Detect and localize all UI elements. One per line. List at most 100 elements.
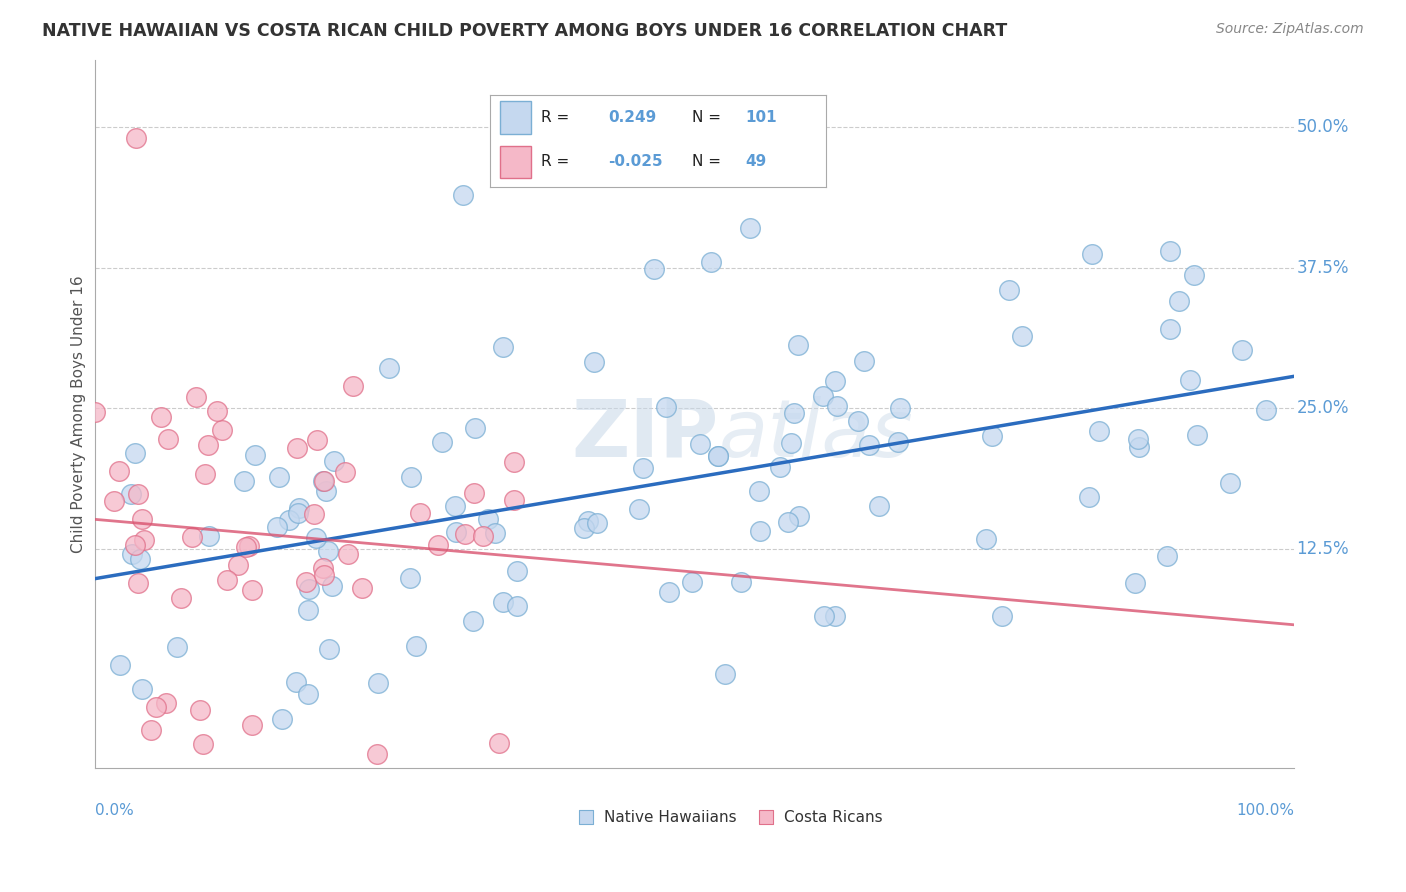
Point xyxy=(506,599,529,613)
Point xyxy=(226,558,249,572)
Point xyxy=(352,581,374,595)
Point xyxy=(298,582,321,596)
Point xyxy=(779,435,801,450)
Text: Source: ZipAtlas.com: Source: ZipAtlas.com xyxy=(1216,22,1364,37)
Text: 25.0%: 25.0% xyxy=(1296,399,1348,417)
Point xyxy=(655,400,678,414)
Point xyxy=(156,433,179,447)
Point xyxy=(297,687,319,701)
Point xyxy=(124,446,146,460)
Point xyxy=(706,449,728,463)
Point xyxy=(1219,476,1241,491)
Text: NATIVE HAWAIIAN VS COSTA RICAN CHILD POVERTY AMONG BOYS UNDER 16 CORRELATION CHA: NATIVE HAWAIIAN VS COSTA RICAN CHILD POV… xyxy=(42,22,1008,40)
Point xyxy=(1232,343,1254,358)
Point xyxy=(585,516,607,530)
Text: 50.0%: 50.0% xyxy=(1296,118,1348,136)
Point xyxy=(1011,329,1033,343)
Text: 12.5%: 12.5% xyxy=(1296,540,1348,558)
Point xyxy=(1156,549,1178,563)
Point xyxy=(307,433,329,447)
Point xyxy=(366,747,388,762)
Point xyxy=(997,283,1019,297)
Point xyxy=(576,514,599,528)
Point xyxy=(215,573,238,587)
Point xyxy=(305,531,328,545)
Point xyxy=(990,608,1012,623)
Point xyxy=(700,255,723,269)
Point xyxy=(405,639,427,653)
Point xyxy=(503,454,526,468)
Point xyxy=(981,429,1004,443)
Point xyxy=(464,420,486,434)
Point xyxy=(974,532,997,546)
Point xyxy=(477,512,499,526)
Point xyxy=(367,675,389,690)
Text: Native Hawaiians: Native Hawaiians xyxy=(605,810,737,825)
Point xyxy=(748,484,770,499)
Point xyxy=(378,361,401,376)
Point xyxy=(1180,373,1202,387)
Point xyxy=(304,507,326,521)
Point xyxy=(277,512,299,526)
Point xyxy=(287,506,309,520)
Point xyxy=(145,699,167,714)
Point xyxy=(295,575,318,590)
Point xyxy=(575,761,598,775)
Point xyxy=(1254,403,1277,417)
Point xyxy=(782,406,804,420)
Point xyxy=(166,640,188,654)
Point xyxy=(107,464,129,478)
Point xyxy=(1087,424,1109,438)
Point xyxy=(335,466,357,480)
Point xyxy=(399,572,422,586)
Point xyxy=(858,438,880,452)
Point xyxy=(825,399,848,413)
Point xyxy=(240,718,263,732)
Point xyxy=(583,355,606,369)
Point xyxy=(505,565,527,579)
Point xyxy=(730,574,752,589)
Point xyxy=(409,506,432,520)
Point xyxy=(1080,247,1102,261)
Point xyxy=(658,585,681,599)
Point xyxy=(463,486,485,500)
Point xyxy=(270,712,292,726)
Point xyxy=(128,552,150,566)
Point xyxy=(755,761,778,775)
Point xyxy=(1123,575,1146,590)
Point xyxy=(430,434,453,449)
Point xyxy=(1167,294,1189,309)
Point xyxy=(337,547,360,561)
Y-axis label: Child Poverty Among Boys Under 16: Child Poverty Among Boys Under 16 xyxy=(72,275,86,552)
Point xyxy=(131,512,153,526)
Point xyxy=(84,405,107,419)
Point xyxy=(444,524,467,539)
Point xyxy=(322,454,344,468)
Point xyxy=(643,261,665,276)
Point xyxy=(198,529,221,543)
Point xyxy=(232,474,254,488)
Point xyxy=(503,492,526,507)
Point xyxy=(786,338,808,352)
Point xyxy=(318,544,340,558)
Point xyxy=(134,533,156,547)
Point xyxy=(287,501,309,516)
Point xyxy=(150,409,173,424)
Point xyxy=(813,608,835,623)
Point xyxy=(776,515,799,529)
Point xyxy=(188,703,211,717)
Point xyxy=(1159,322,1181,336)
Point xyxy=(738,221,761,235)
Point xyxy=(631,460,654,475)
Point xyxy=(1128,432,1150,446)
Point xyxy=(427,538,450,552)
Point xyxy=(681,574,703,589)
Point xyxy=(285,674,308,689)
Point xyxy=(312,474,335,488)
Point xyxy=(471,529,494,543)
Point xyxy=(889,401,911,415)
Point xyxy=(131,681,153,696)
Text: 37.5%: 37.5% xyxy=(1296,259,1348,277)
Point xyxy=(1077,490,1099,504)
Text: 100.0%: 100.0% xyxy=(1236,804,1294,818)
